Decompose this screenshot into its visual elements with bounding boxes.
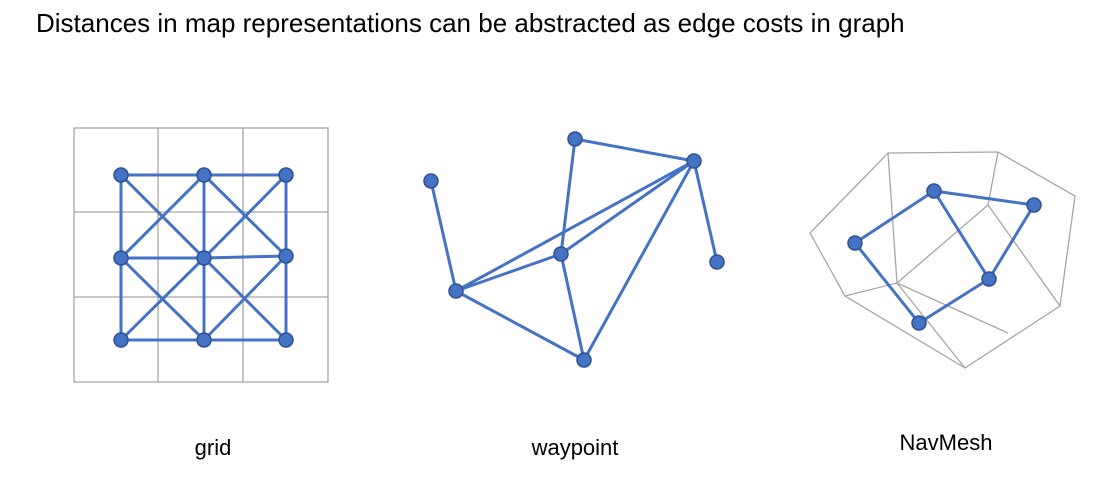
grid-edges bbox=[119, 173, 288, 342]
waypoint-edge bbox=[454, 289, 586, 362]
grid-border bbox=[73, 127, 329, 383]
waypoint-edge bbox=[454, 159, 696, 293]
grid-edge bbox=[202, 254, 288, 342]
waypoint-edge bbox=[692, 159, 719, 264]
grid-edge bbox=[119, 256, 206, 342]
waypoint-edge bbox=[559, 252, 586, 362]
grid-node bbox=[278, 167, 294, 183]
navmesh-node bbox=[1026, 197, 1042, 213]
waypoint-node bbox=[423, 173, 439, 189]
grid-node bbox=[196, 250, 212, 266]
navmesh-nodes bbox=[847, 183, 1042, 331]
navmesh-graph-edge bbox=[932, 189, 991, 281]
grid-node bbox=[196, 332, 212, 348]
grid-edge bbox=[202, 254, 288, 260]
waypoint-edges bbox=[429, 137, 719, 362]
grid-nodes bbox=[113, 167, 294, 348]
grid-node bbox=[278, 332, 294, 348]
waypoint-edge bbox=[559, 137, 577, 256]
waypoint-node bbox=[567, 131, 583, 147]
grid-panel bbox=[73, 127, 329, 383]
navmesh-edge bbox=[987, 204, 1061, 307]
grid-node bbox=[113, 250, 129, 266]
navmesh-polygons bbox=[809, 151, 1076, 369]
waypoint-edge bbox=[582, 159, 696, 362]
waypoint-node bbox=[553, 246, 569, 262]
grid-edge bbox=[202, 173, 288, 260]
waypoint-edge bbox=[559, 159, 696, 256]
grid-node bbox=[113, 332, 129, 348]
navmesh-edges bbox=[853, 189, 1036, 325]
navmesh-graph-edge bbox=[932, 189, 1036, 207]
waypoint-edge bbox=[429, 179, 458, 293]
navmesh-node bbox=[911, 315, 927, 331]
navmesh-node bbox=[847, 235, 863, 251]
waypoint-node bbox=[576, 352, 592, 368]
grid-node bbox=[196, 167, 212, 183]
waypoint-panel bbox=[423, 131, 725, 368]
grid-edge bbox=[119, 173, 206, 260]
waypoint-node bbox=[448, 283, 464, 299]
waypoint-edge bbox=[454, 252, 563, 293]
waypoint-label: waypoint bbox=[531, 435, 619, 460]
waypoint-node bbox=[686, 153, 702, 169]
navmesh-label: NavMesh bbox=[899, 430, 993, 455]
navmesh-edge bbox=[987, 151, 999, 206]
waypoint-nodes bbox=[423, 131, 725, 368]
navmesh-node bbox=[926, 183, 942, 199]
navmesh-node bbox=[981, 271, 997, 287]
navmesh-graph-edge bbox=[853, 189, 936, 245]
navmesh-graph-edge bbox=[853, 241, 921, 325]
grid-node bbox=[113, 167, 129, 183]
navmesh-panel bbox=[809, 151, 1076, 369]
navmesh-graph-edge bbox=[987, 203, 1036, 281]
navmesh-outline bbox=[809, 151, 1076, 369]
navmesh-edge bbox=[896, 282, 1009, 334]
navmesh-edge bbox=[896, 282, 966, 369]
grid-label: grid bbox=[194, 435, 232, 460]
navmesh-edge bbox=[896, 204, 989, 284]
grid-node bbox=[278, 248, 294, 264]
waypoint-edge bbox=[573, 137, 696, 163]
slide-title: Distances in map representations can be … bbox=[36, 8, 905, 38]
waypoint-node bbox=[709, 254, 725, 270]
navmesh-graph-edge bbox=[917, 277, 991, 325]
